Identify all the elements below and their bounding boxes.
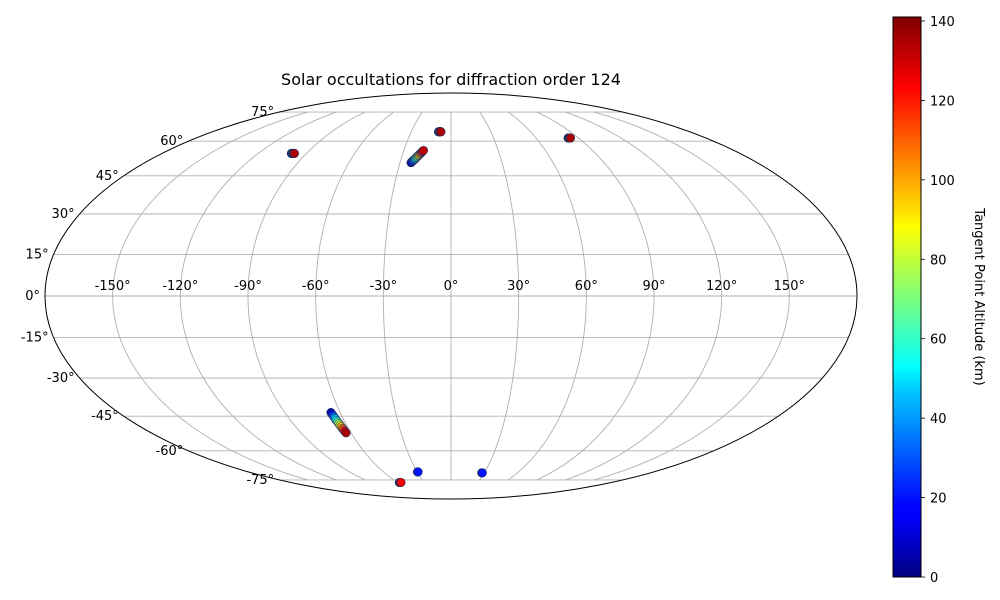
map-boundary [44,92,858,500]
colorbar-tick-label: 120 [930,94,955,109]
latitude-tick-label: 45° [96,169,119,184]
data-point [413,467,423,477]
longitude-tick-label: 0° [444,279,459,294]
colorbar: 0 20 40 60 80 100 120 140 Tangent Point Altitud… [892,15,986,586]
colorbar-gradient [892,16,922,578]
data-point [436,127,446,137]
colorbar-tick-labels: 0 20 40 60 80 100 120 140 [921,15,955,586]
latitude-tick-label: -30° [47,371,75,386]
latitude-tick-label: 0° [25,289,40,304]
latitude-tick-labels: 75° 60° 45° 30° 15° 0° -15° -30° -45° -60° -75° [21,105,274,488]
longitude-tick-label: -90° [234,279,262,294]
longitude-tick-label: 150° [774,279,805,294]
latitude-tick-label: -45° [91,409,119,424]
latitude-tick-label: 60° [160,134,183,149]
colorbar-tick-label: 140 [930,15,955,30]
colorbar-tick-label: 40 [930,412,947,427]
latitude-tick-label: 15° [26,247,49,262]
colorbar-tick-label: 80 [930,253,947,268]
latitude-tick-label: 30° [52,207,75,222]
latitude-tick-label: 75° [251,105,274,120]
data-point [396,477,406,487]
latitude-tick-label: -15° [21,331,49,346]
data-points [286,127,576,487]
data-point [341,428,351,438]
latitude-tick-label: -75° [246,473,274,488]
longitude-tick-label: 60° [575,279,598,294]
longitude-tick-label: -30° [369,279,397,294]
colorbar-tick-label: 0 [930,571,938,586]
longitude-tick-label: -120° [162,279,198,294]
colorbar-tick-label: 20 [930,492,947,507]
longitude-tick-labels: -150° -120° -90° -60° -30° 0° 30° 60° 90° 120° 150… [95,279,805,294]
longitude-tick-label: 90° [642,279,665,294]
longitude-tick-label: -60° [302,279,330,294]
longitude-tick-label: 120° [706,279,737,294]
colorbar-label: Tangent Point Altitude (km) [971,207,986,385]
data-point [289,148,299,158]
latitude-tick-label: -60° [156,444,184,459]
colorbar-tick-label: 100 [930,174,955,189]
colorbar-tick-label: 60 [930,333,947,348]
longitude-tick-label: -150° [95,279,131,294]
data-point [477,468,487,478]
longitude-tick-label: 30° [507,279,530,294]
data-point [418,145,428,155]
data-point [566,133,576,143]
graticule [45,111,857,481]
chart-title: Solar occultations for diffraction order… [281,70,621,89]
